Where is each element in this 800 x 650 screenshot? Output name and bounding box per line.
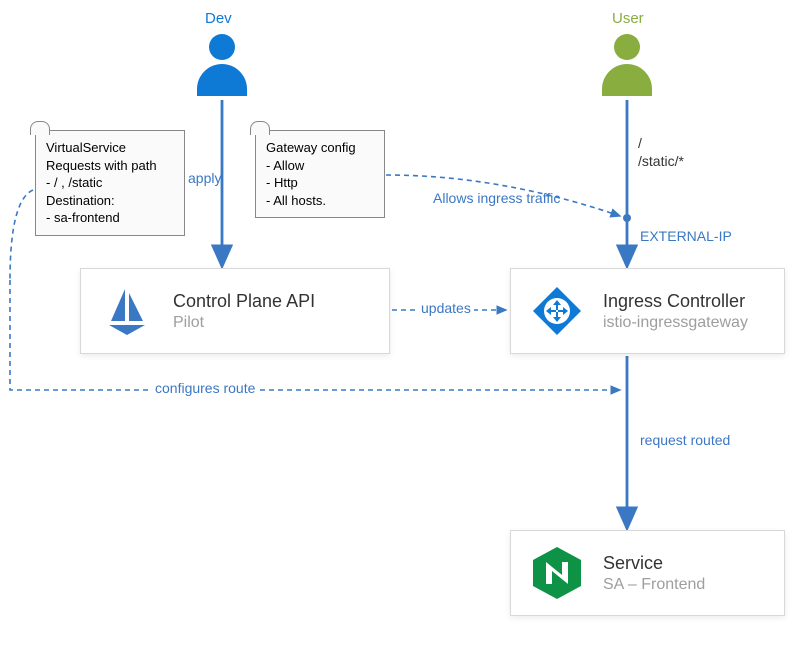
user-label: User [612,10,644,27]
gateway-scroll: Gateway config - Allow - Http - All host… [255,130,385,218]
service-title: Service [603,553,705,574]
vs-line-1: - / , /static [46,174,174,192]
gateway-title: Gateway config [266,139,374,157]
vs-line-2: Destination: [46,192,174,210]
path-static: /static/* [638,153,684,169]
vs-line-3: - sa-frontend [46,209,174,227]
allows-ingress-label: Allows ingress traffic [430,190,563,206]
configures-route-label: configures route [152,380,258,396]
external-ip-label: EXTERNAL-IP [637,228,735,244]
vs-line-0: Requests with path [46,157,174,175]
service-card: Service SA – Frontend [510,530,785,616]
gw-line-2: - All hosts. [266,192,374,210]
ingress-title: Ingress Controller [603,291,748,312]
updates-label: updates [418,300,474,316]
dev-actor-icon [197,34,247,99]
apply-label: apply [185,170,224,186]
gw-line-0: - Allow [266,157,374,175]
ingress-subtitle: istio-ingressgateway [603,314,748,332]
gw-line-1: - Http [266,174,374,192]
request-routed-label: request routed [637,432,733,448]
dev-label: Dev [205,10,232,27]
azure-route-icon [529,283,585,339]
istio-sail-icon [99,283,155,339]
nginx-icon [529,545,585,601]
ingress-card: Ingress Controller istio-ingressgateway [510,268,785,354]
control-plane-card: Control Plane API Pilot [80,268,390,354]
user-actor-icon [602,34,652,99]
service-subtitle: SA – Frontend [603,576,705,594]
virtualservice-title: VirtualService [46,139,174,157]
virtualservice-scroll: VirtualService Requests with path - / , … [35,130,185,236]
path-root: / [638,135,642,151]
control-plane-title: Control Plane API [173,291,315,312]
control-plane-subtitle: Pilot [173,314,315,332]
